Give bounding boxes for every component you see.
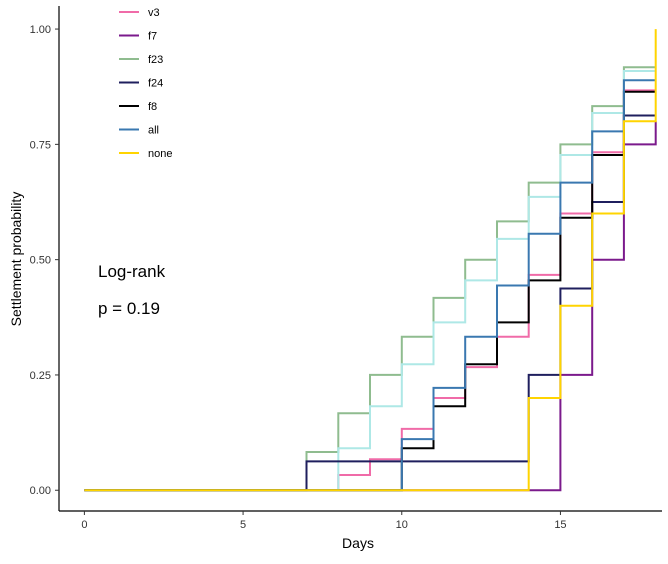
y-tick-label: 0.25: [30, 370, 51, 382]
annotation-pvalue: p = 0.19: [98, 299, 160, 318]
x-tick-label: 15: [554, 519, 566, 531]
annotation-logrank: Log-rank: [98, 262, 166, 281]
y-axis-title: Settlement probability: [8, 192, 24, 327]
legend-label-v3: v3: [148, 7, 160, 19]
legend: v3 f7 f23 f24 f8 all none: [119, 7, 172, 160]
legend-label-none: none: [148, 148, 172, 160]
y-tick-label: 0.75: [30, 139, 51, 151]
legend-label-f8: f8: [148, 101, 157, 113]
series-line-series-3: [84, 70, 656, 492]
x-axis-title: Days: [342, 535, 374, 551]
series-line-none: [84, 29, 657, 492]
x-tick-label: 0: [81, 519, 87, 531]
x-tick-label: 5: [240, 519, 246, 531]
series-layer: [84, 29, 657, 492]
y-tick-label: 0.00: [30, 485, 51, 497]
series-line-f8: [84, 90, 656, 492]
series-line-all: [84, 79, 656, 492]
axes-layer: 0.00 0.25 0.50 0.75 1.00 0 5 10 15: [30, 6, 662, 531]
x-tick-label: 10: [396, 519, 408, 531]
legend-label-f23: f23: [148, 54, 163, 66]
y-tick-label: 1.00: [30, 24, 51, 36]
legend-label-f24: f24: [148, 78, 163, 90]
legend-label-all: all: [148, 125, 159, 137]
y-tick-label: 0.50: [30, 255, 51, 267]
legend-label-f7: f7: [148, 31, 157, 43]
